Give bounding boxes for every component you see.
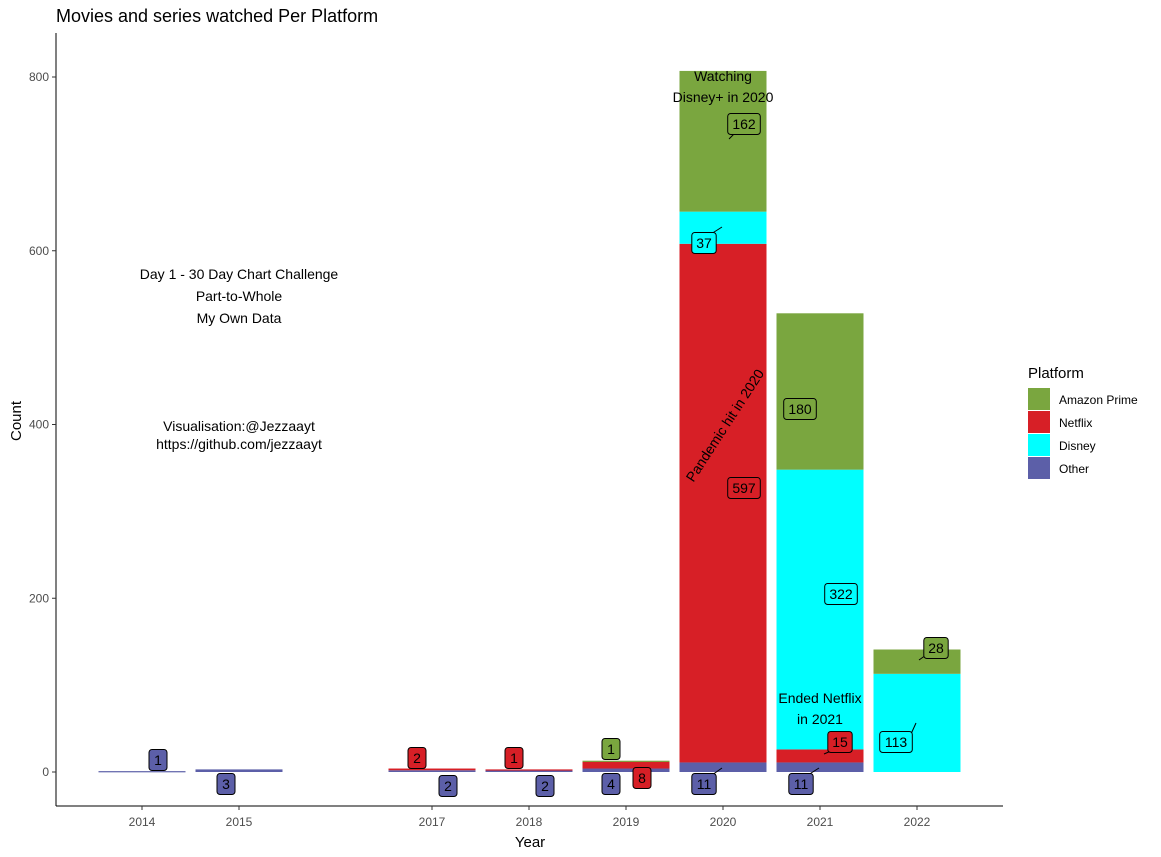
legend-label-disney: Disney — [1059, 439, 1096, 453]
value-label-2017-netflix: 2 — [413, 750, 421, 766]
x-tick-label-2022: 2022 — [904, 815, 931, 829]
bar-2021-disney — [776, 469, 864, 750]
legend-swatch-amazon-prime — [1028, 388, 1050, 410]
credit-note-line-2: https://github.com/jezzaayt — [156, 436, 322, 452]
bars — [98, 70, 961, 773]
x-tick-label-2015: 2015 — [226, 815, 253, 829]
legend-label-amazon-prime: Amazon Prime — [1059, 393, 1138, 407]
value-label-box-2020-disney — [691, 232, 717, 254]
value-label-2021-other: 11 — [794, 776, 809, 792]
legend-swatch-netflix — [1028, 411, 1050, 433]
value-label-2020-netflix: 597 — [732, 480, 756, 496]
bar-2015-other — [195, 769, 283, 772]
chart-title: Movies and series watched Per Platform — [56, 6, 378, 26]
bar-2019-other — [582, 768, 670, 772]
value-label-box-2014-other — [148, 749, 168, 771]
disney-note-line-2: Disney+ in 2020 — [673, 89, 774, 105]
x-tick-label-2019: 2019 — [613, 815, 640, 829]
y-tick-label-0: 0 — [42, 765, 49, 779]
challenge-note-line-2: Part-to-Whole — [196, 288, 283, 304]
x-tick-label-2018: 2018 — [516, 815, 543, 829]
bar-2018-other — [485, 770, 573, 772]
value-label-2022-amazon-prime: 28 — [928, 640, 944, 656]
bar-2020-amazon-prime — [679, 70, 767, 212]
value-label-2018-netflix: 1 — [510, 750, 518, 766]
value-label-box-2020-other — [691, 773, 717, 795]
bar-2021-other — [776, 762, 864, 772]
value-label-box-2021-other — [788, 773, 814, 795]
value-label-box-2021-netflix — [827, 731, 853, 753]
value-label-box-2022-amazon-prime — [923, 637, 949, 659]
value-label-box-2020-netflix — [727, 477, 761, 499]
value-label-2014-other: 1 — [154, 752, 162, 768]
legend: Platform Amazon Prime Netflix Disney Other — [1028, 365, 1138, 479]
value-label-2021-netflix: 15 — [832, 734, 848, 750]
value-label-box-2019-other — [601, 773, 621, 795]
value-label-2015-other: 3 — [222, 776, 230, 792]
bar-2019-netflix — [582, 761, 670, 769]
value-label-box-2020-amazon-prime — [727, 113, 761, 135]
y-ticks: 0 200 400 600 800 — [29, 70, 56, 779]
x-tick-label-2017: 2017 — [419, 815, 446, 829]
bar-2020-other — [679, 762, 767, 772]
credit-note-line-1: Visualisation:@Jezzaayt — [163, 418, 315, 434]
netflix-end-note-line-1: Ended Netflix — [778, 690, 861, 706]
value-label-2020-amazon-prime: 162 — [732, 116, 756, 132]
y-tick-label-200: 200 — [29, 591, 49, 605]
value-label-2021-disney: 322 — [829, 586, 853, 602]
netflix-end-note-line-2: in 2021 — [797, 711, 843, 727]
value-label-box-2017-netflix — [407, 747, 427, 769]
challenge-note-line-1: Day 1 - 30 Day Chart Challenge — [140, 266, 339, 282]
value-label-2019-amazon-prime: 1 — [607, 741, 615, 757]
legend-swatch-other — [1028, 457, 1050, 479]
value-label-2017-other: 2 — [444, 778, 452, 794]
y-tick-label-800: 800 — [29, 70, 49, 84]
bar-2018-netflix — [485, 769, 573, 771]
bar-2017-other — [388, 770, 476, 772]
value-label-box-2015-other — [216, 773, 236, 795]
value-label-2020-other: 11 — [697, 776, 712, 792]
legend-label-netflix: Netflix — [1059, 416, 1092, 430]
bar-2017-netflix — [388, 768, 476, 771]
bar-2020-netflix — [679, 243, 767, 763]
y-tick-label-600: 600 — [29, 244, 49, 258]
x-tick-label-2014: 2014 — [129, 815, 156, 829]
value-label-box-2018-netflix — [504, 747, 524, 769]
challenge-note-line-3: My Own Data — [197, 310, 282, 326]
x-tick-label-2021: 2021 — [807, 815, 834, 829]
value-label-box-2021-amazon-prime — [783, 398, 817, 420]
bar-2021-amazon-prime — [776, 313, 864, 470]
value-label-2020-disney: 37 — [696, 235, 712, 251]
legend-title: Platform — [1028, 365, 1084, 382]
value-label-2018-other: 2 — [541, 778, 549, 794]
value-label-2021-amazon-prime: 180 — [788, 401, 812, 417]
x-tick-label-2020: 2020 — [710, 815, 737, 829]
bar-2022-disney — [873, 673, 961, 772]
value-label-box-2018-other — [535, 775, 555, 797]
bar-2014-other — [98, 771, 186, 773]
y-tick-label-400: 400 — [29, 418, 49, 432]
x-ticks: 2014 2015 2017 2018 2019 2020 2021 2022 — [129, 806, 931, 829]
value-label-box-2022-disney — [879, 731, 913, 753]
legend-label-other: Other — [1059, 462, 1089, 476]
bar-2019-amazon-prime — [582, 760, 670, 762]
x-axis-title: Year — [515, 834, 545, 851]
value-label-box-2019-netflix — [632, 767, 652, 789]
value-label-box-2019-amazon-prime — [601, 738, 621, 760]
value-label-2019-other: 4 — [607, 776, 615, 792]
value-label-box-2017-other — [438, 775, 458, 797]
legend-swatch-disney — [1028, 434, 1050, 456]
y-axis-title: Count — [8, 400, 25, 441]
value-label-box-2021-disney — [824, 583, 858, 605]
value-label-2019-netflix: 8 — [638, 770, 646, 786]
disney-note-line-1: Watching — [694, 68, 752, 84]
value-label-2022-disney: 113 — [885, 734, 908, 750]
